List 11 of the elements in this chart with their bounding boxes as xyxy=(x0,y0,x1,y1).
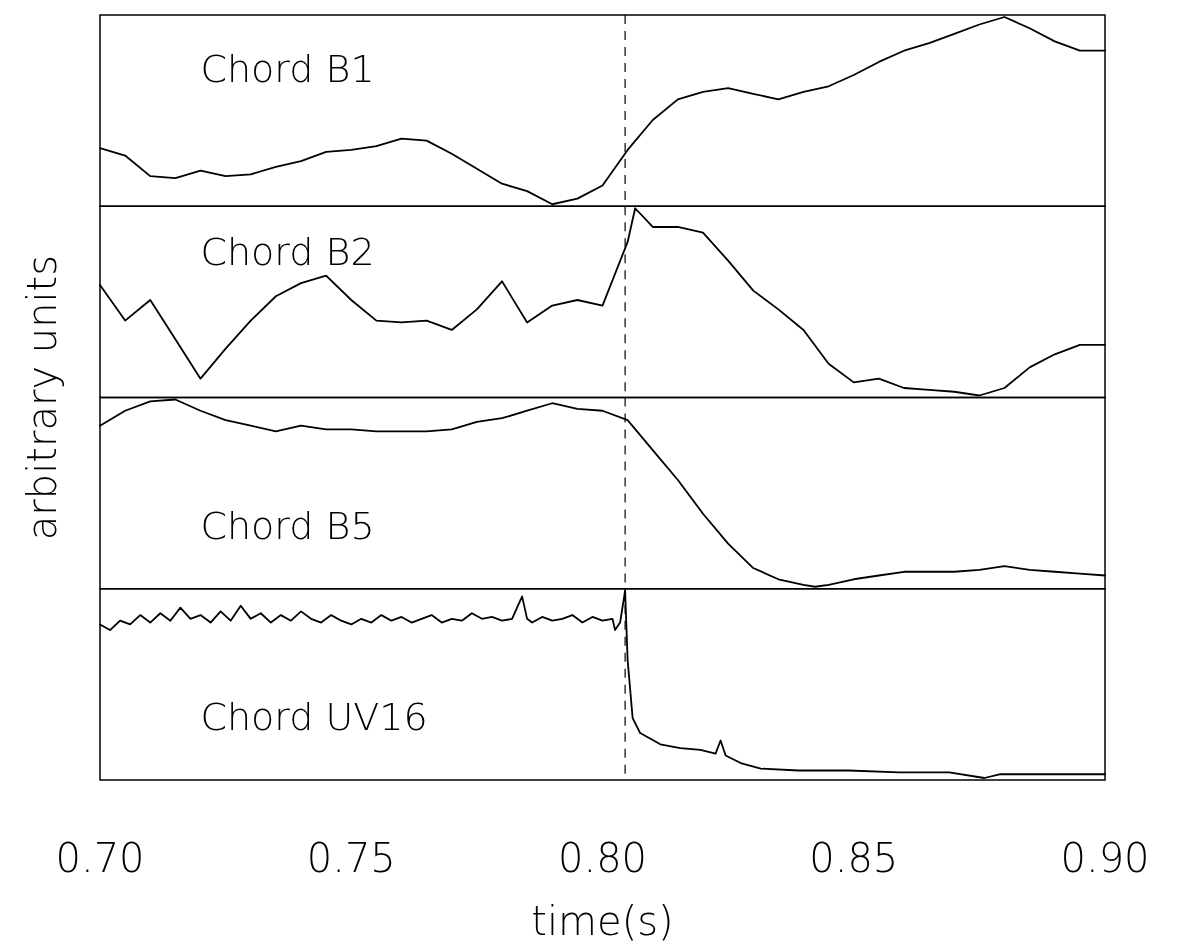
x-tick-label: 0.90 xyxy=(1060,835,1150,881)
x-tick-label: 0.85 xyxy=(809,835,899,881)
annotation: Chord B1 xyxy=(200,46,375,91)
annotation: Chord B5 xyxy=(200,503,375,548)
annotation: Chord B2 xyxy=(200,230,375,275)
x-tick-label: 0.70 xyxy=(55,835,145,881)
annotation: Chord UV16 xyxy=(200,694,428,739)
x-axis-title: time(s) xyxy=(531,898,674,944)
y-axis-title: arbitrary units xyxy=(19,254,65,541)
x-tick-label: 0.80 xyxy=(557,835,648,881)
x-tick-label: 0.75 xyxy=(306,835,396,881)
